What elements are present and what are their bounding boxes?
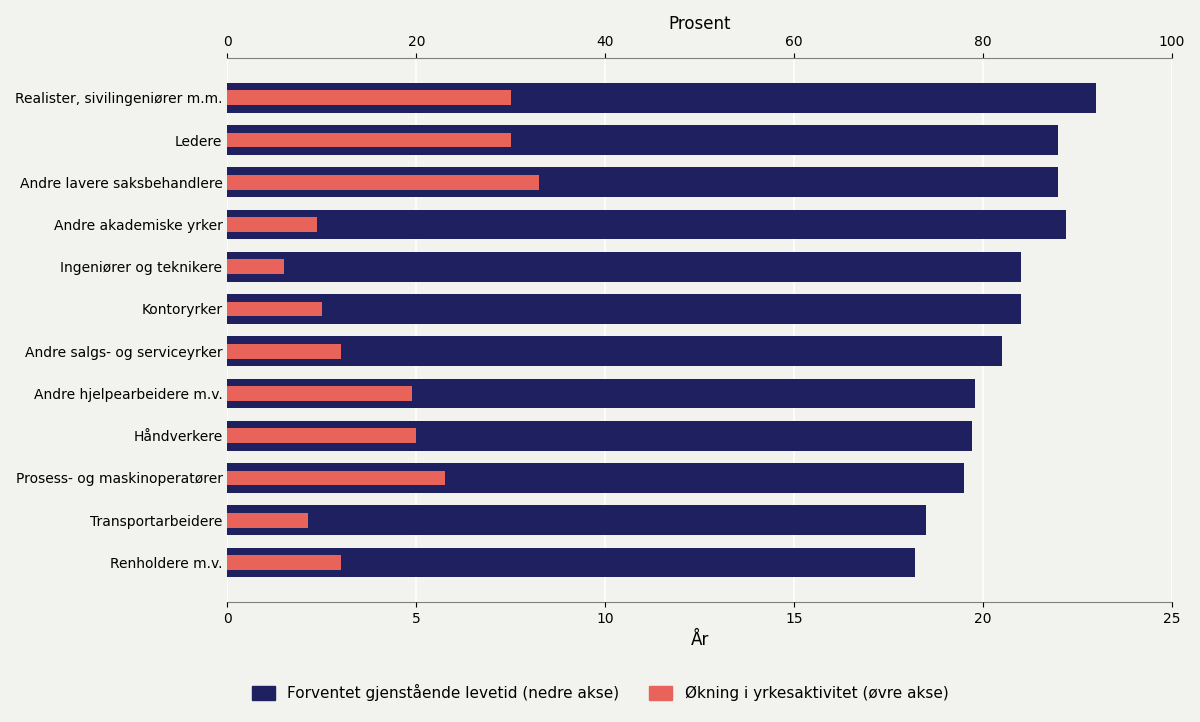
Bar: [227, 471, 444, 485]
Bar: [227, 344, 341, 359]
X-axis label: År: År: [690, 631, 709, 649]
Bar: [227, 83, 1097, 113]
Legend: Forventet gjenstående levetid (nedre akse), Økning i yrkesaktivitet (øvre akse): Forventet gjenstående levetid (nedre aks…: [246, 678, 954, 707]
Bar: [227, 125, 1058, 155]
Bar: [227, 421, 972, 451]
Bar: [227, 252, 1021, 282]
Bar: [227, 209, 1066, 239]
Bar: [227, 555, 341, 570]
Bar: [227, 386, 412, 401]
Bar: [227, 302, 322, 316]
Bar: [227, 294, 1021, 323]
Bar: [227, 90, 511, 105]
Bar: [227, 428, 416, 443]
X-axis label: Prosent: Prosent: [668, 15, 731, 33]
Bar: [227, 168, 1058, 197]
Bar: [227, 513, 307, 528]
Bar: [227, 133, 511, 147]
Bar: [227, 336, 1002, 366]
Bar: [227, 548, 914, 578]
Bar: [227, 505, 926, 535]
Bar: [227, 217, 317, 232]
Bar: [227, 464, 964, 492]
Bar: [227, 175, 539, 190]
Bar: [227, 259, 284, 274]
Bar: [227, 379, 976, 408]
